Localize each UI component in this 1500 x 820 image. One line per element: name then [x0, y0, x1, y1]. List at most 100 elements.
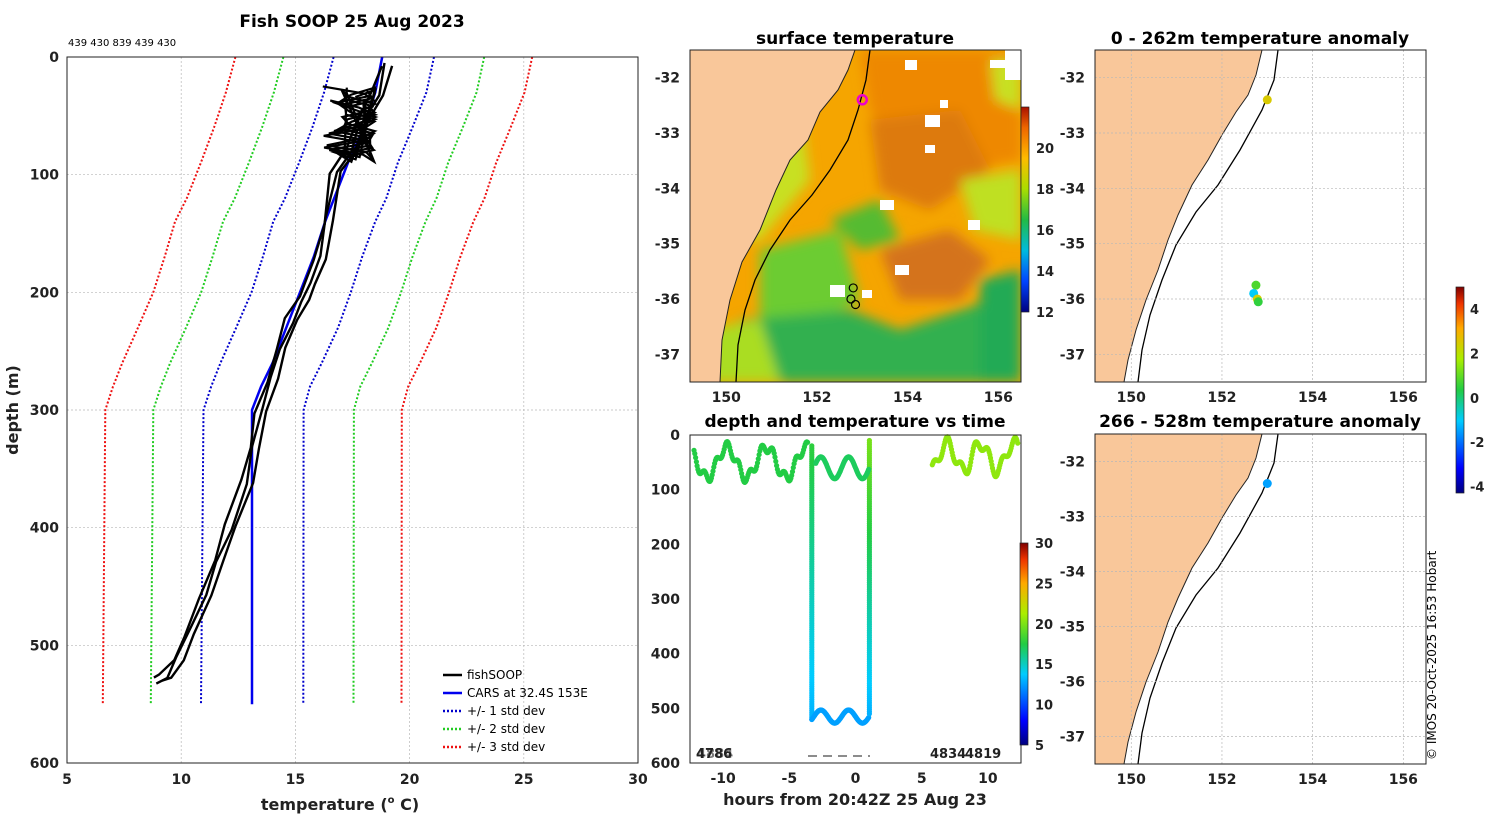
- profile-frame: [66, 56, 639, 764]
- profile-fishsoop-shallow: [326, 89, 378, 161]
- sst-markers: [846, 94, 869, 310]
- timedepth-colorbar-tick: 25: [1035, 577, 1053, 592]
- anomaly-deep-title: 266 - 528m temperature anomaly: [1099, 412, 1421, 432]
- timedepth-title: depth and temperature vs time: [705, 412, 1006, 432]
- timedepth-colorbar-tick: 30: [1035, 537, 1053, 552]
- profile-std3-upper: [400, 56, 534, 705]
- copyright-text: © IMOS 20-Oct-2025 16:53 Hobart: [1425, 550, 1439, 760]
- profile-xtick: 20: [400, 772, 420, 788]
- anomaly-shallow-ytick: -34: [1060, 181, 1086, 197]
- timedepth-colorbar-tick: 15: [1035, 658, 1053, 673]
- legend-fishsoop: fishSOOP: [467, 668, 522, 682]
- profile-std2-upper: [352, 56, 486, 705]
- anomaly-shallow-ytick: -32: [1060, 71, 1085, 87]
- timedepth-xtick: 0: [851, 771, 861, 787]
- timedepth-ytick: 100: [651, 483, 680, 499]
- timedepth-annotation-left-2: 4884: [697, 747, 733, 762]
- sst-ytick: -37: [655, 347, 680, 363]
- anomaly-shallow-xtick: 152: [1207, 390, 1236, 406]
- timedepth-xtick: 5: [917, 771, 927, 787]
- sst-xtick: 150: [712, 390, 741, 406]
- timedepth-ytick: 600: [651, 756, 680, 772]
- profile-xlabel: temperature (o C): [261, 795, 419, 814]
- timedepth-annotation-right-2: 4819: [965, 747, 1001, 762]
- anomaly-shallow-xtick: 154: [1298, 390, 1327, 406]
- profile-xtick: 30: [628, 772, 648, 788]
- timedepth-xtick: 10: [978, 771, 998, 787]
- profile-std2-lower: [149, 56, 285, 705]
- anomaly-colorbar-ticks: -4 -2 0 2 4: [1470, 303, 1484, 495]
- profile-ytick: 600: [30, 756, 59, 772]
- anomaly-shallow-point: [1262, 95, 1272, 105]
- profile-ytick: 500: [30, 638, 59, 654]
- profile-xtick: 15: [286, 772, 305, 788]
- profile-fishsoop-shallow: [330, 88, 379, 161]
- anomaly-colorbar-tick: -4: [1470, 480, 1484, 495]
- timedepth-point: [754, 460, 761, 466]
- anomaly-deep-points: [1262, 479, 1272, 488]
- anomaly-deep-ytick: -36: [1060, 675, 1085, 691]
- timedepth-data: [691, 434, 1021, 726]
- profile-legend: fishSOOP CARS at 32.4S 153E +/- 1 std de…: [443, 668, 588, 754]
- legend-std3: +/- 3 std dev: [467, 740, 545, 754]
- anomaly-colorbar-tick: 2: [1470, 347, 1479, 362]
- anomaly-deep-ytick: -34: [1060, 565, 1086, 581]
- sst-colorbar-tick: 18: [1036, 183, 1054, 198]
- sst-end-marker: [850, 299, 861, 310]
- timedepth-point: [866, 466, 872, 472]
- anomaly-deep-point: [1262, 479, 1272, 488]
- profile-title: Fish SOOP 25 Aug 2023: [239, 12, 464, 32]
- anomaly-colorbar-tick: 0: [1470, 392, 1479, 407]
- anomaly-shallow-title: 0 - 262m temperature anomaly: [1111, 29, 1409, 49]
- timedepth-xlabel: hours from 20:42Z 25 Aug 23: [723, 790, 987, 809]
- timedepth-point: [772, 454, 778, 460]
- timedepth-panel: depth and temperature vs time -10 -5 0 5 100…: [651, 412, 1053, 809]
- timedepth-xtick: -10: [710, 771, 736, 787]
- timedepth-colorbar-tick: 5: [1035, 739, 1044, 754]
- sst-colorbar-tick: 14: [1036, 265, 1054, 280]
- anomaly-shallow-point: [1253, 297, 1263, 307]
- sst-xtick: 154: [893, 390, 922, 406]
- anomaly-deep-land: [1095, 434, 1262, 764]
- anomaly-shallow-panel: 0 - 262m temperature anomaly 150 152 154 15…: [1060, 29, 1427, 406]
- anomaly-colorbar-tick: -2: [1470, 436, 1484, 451]
- timedepth-annotation-left-1: 4786: [696, 747, 732, 762]
- profile-header-ids: 439 430 839 439 430: [68, 38, 176, 49]
- anomaly-deep-frame: [1094, 433, 1427, 765]
- timedepth-point: [790, 465, 796, 471]
- profile-xtick: 10: [171, 772, 191, 788]
- anomaly-colorbar: [1455, 286, 1465, 494]
- profile-std1-lower: [200, 56, 335, 705]
- profile-std3-lower: [101, 56, 237, 705]
- anomaly-deep-ytick: -33: [1060, 510, 1085, 526]
- timedepth-point: [866, 711, 873, 717]
- anomaly-deep-panel: 266 - 528m temperature anomaly 150 152 154…: [1060, 412, 1427, 788]
- anomaly-deep-ytick: -35: [1060, 620, 1085, 636]
- profile-ytick: 0: [49, 50, 59, 66]
- sst-end-marker: [848, 283, 858, 293]
- sst-ytick: -35: [655, 237, 680, 253]
- sst-ytick: -32: [655, 71, 680, 87]
- anomaly-shallow-ytick: -33: [1060, 126, 1085, 142]
- timedepth-point: [692, 451, 698, 457]
- profile-ytick: 100: [30, 168, 59, 184]
- sst-xtick: 156: [984, 390, 1013, 406]
- sst-panel: surface temperature: [655, 29, 1054, 406]
- legend-cars: CARS at 32.4S 153E: [467, 686, 588, 700]
- timedepth-point: [693, 455, 699, 461]
- sst-colorbar-tick: 20: [1036, 142, 1054, 157]
- profile-ytick: 400: [30, 521, 59, 537]
- sst-ytick: -34: [655, 181, 681, 197]
- timedepth-point: [710, 468, 716, 474]
- anomaly-deep-xtick: 156: [1389, 772, 1418, 788]
- timedepth-point: [755, 456, 761, 462]
- timedepth-colorbar: [1019, 542, 1029, 746]
- anomaly-shallow-frame: [1094, 49, 1427, 383]
- sst-colorbar-ticks: 12 14 16 18 20: [1036, 142, 1054, 321]
- sst-end-marker: [846, 294, 856, 304]
- anomaly-shallow-xtick: 156: [1389, 390, 1418, 406]
- profile-xtick: 25: [514, 772, 533, 788]
